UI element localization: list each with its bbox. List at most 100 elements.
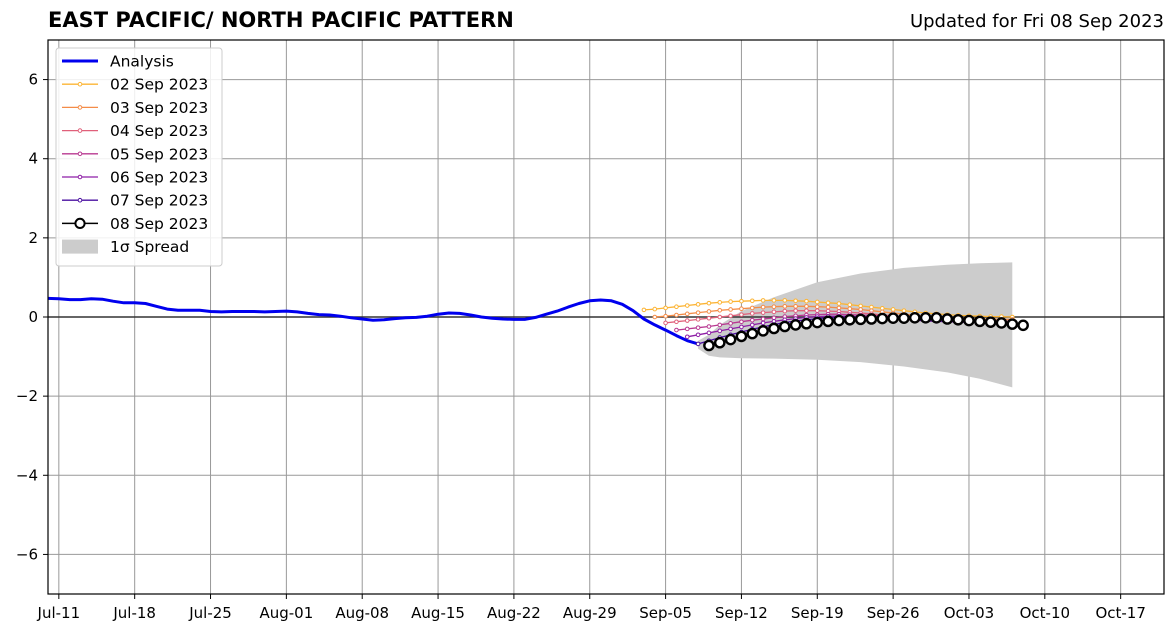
legend-label: 08 Sep 2023 <box>110 215 208 233</box>
forecast-point <box>695 317 701 322</box>
spread-band <box>698 262 1013 388</box>
forecast-point <box>706 324 712 329</box>
x-tick-label: Jul-18 <box>112 604 156 622</box>
forecast-point <box>760 304 766 310</box>
forecast-point <box>695 302 701 307</box>
forecast-point <box>858 307 863 312</box>
forecast-point <box>869 304 874 310</box>
forecast-point <box>728 307 733 312</box>
forecast-point <box>663 320 668 326</box>
x-tick-label: Sep-19 <box>791 604 844 622</box>
x-tick-label: Sep-12 <box>715 604 768 622</box>
forecast-point <box>1006 318 1019 330</box>
forecast-point <box>804 308 809 313</box>
legend-label: 02 Sep 2023 <box>110 76 208 94</box>
forecast-point <box>713 336 726 349</box>
forecast-point <box>706 330 712 336</box>
forecast-point <box>952 313 964 326</box>
forecast-point <box>908 311 921 324</box>
forecast-point <box>724 333 737 346</box>
x-tick-label: Aug-15 <box>411 604 465 622</box>
forecast-point <box>684 334 690 340</box>
chart-subtitle: Updated for Fri 08 Sep 2023 <box>909 11 1164 32</box>
forecast-point <box>901 308 907 313</box>
forecast-point <box>641 307 647 313</box>
forecast-point <box>793 308 798 313</box>
forecast-point <box>930 311 943 324</box>
forecast-point <box>771 315 777 321</box>
chart-title: EAST PACIFIC/ NORTH PACIFIC PATTERN <box>48 8 514 32</box>
forecast-point <box>771 304 777 310</box>
x-tick-label: Jul-25 <box>188 604 232 622</box>
forecast-point <box>771 298 777 303</box>
x-tick-label: Aug-22 <box>487 604 541 622</box>
forecast-point <box>836 301 842 306</box>
legend-box <box>55 47 223 267</box>
forecast-point <box>843 313 856 326</box>
forecast-point <box>739 312 744 317</box>
forecast-point <box>847 302 853 308</box>
forecast-point <box>854 313 867 326</box>
forecast-point <box>814 299 820 305</box>
plot-frame <box>47 39 1165 595</box>
forecast-point <box>919 311 932 324</box>
forecast-point <box>652 314 658 320</box>
legend-marker <box>77 81 83 87</box>
forecast-point <box>793 304 798 309</box>
forecast-point <box>728 299 733 304</box>
forecast-point <box>760 316 766 322</box>
forecast-point <box>1017 319 1029 332</box>
x-tick-label: Aug-29 <box>563 604 617 622</box>
forecast-point <box>706 300 712 306</box>
legend-marker <box>77 128 83 133</box>
forecast-point <box>717 307 723 313</box>
forecast-point <box>833 314 845 327</box>
forecast-point <box>814 308 820 313</box>
forecast-point <box>876 312 889 325</box>
forecast-point <box>782 298 788 303</box>
forecast-point <box>825 304 831 310</box>
forecast-point <box>757 325 769 337</box>
forecast-point <box>735 330 748 343</box>
forecast-point <box>771 309 777 315</box>
forecast-point <box>749 298 755 304</box>
forecast-point <box>847 306 853 311</box>
forecast-point <box>778 320 791 333</box>
x-tick-label: Aug-01 <box>259 604 313 622</box>
forecast-point <box>858 303 863 309</box>
x-tick-label: Oct-10 <box>1020 604 1070 622</box>
forecast-point <box>728 313 733 319</box>
forecast-point <box>684 318 690 323</box>
legend-label: 03 Sep 2023 <box>110 99 208 117</box>
forecast-point <box>887 312 899 324</box>
forecast-point <box>822 315 834 328</box>
x-tick-label: Oct-17 <box>1095 604 1145 622</box>
forecast-point <box>811 316 824 329</box>
forecast-point <box>717 322 723 328</box>
forecast-point <box>717 328 723 334</box>
forecast-point <box>804 304 809 309</box>
forecast-point <box>800 317 813 330</box>
x-tick-label: Sep-05 <box>639 604 692 622</box>
y-tick-label: 0 <box>28 308 38 326</box>
forecast-point <box>652 306 658 312</box>
forecast-point <box>674 319 679 325</box>
forecast-point <box>814 304 820 310</box>
forecast-point <box>836 305 842 311</box>
analysis-line <box>47 296 699 346</box>
x-tick-label: Oct-03 <box>944 604 994 622</box>
forecast-point <box>865 313 878 325</box>
y-tick-label: −2 <box>16 387 38 405</box>
forecast-point <box>782 308 788 314</box>
forecast-point <box>760 310 766 315</box>
legend-label: 06 Sep 2023 <box>110 169 208 187</box>
forecast-point <box>984 316 997 328</box>
forecast-point <box>825 300 831 306</box>
spread-layer <box>698 262 1013 388</box>
forecast-point <box>695 325 701 330</box>
forecast-point <box>674 312 679 318</box>
forecast-point <box>717 314 723 320</box>
y-tick-label: −4 <box>16 466 38 484</box>
forecast-point <box>703 339 715 352</box>
axis-layer: Jul-11 Jul-18 Jul-25 Aug-01 Aug-08 Aug-15 Aug-… <box>16 39 1165 622</box>
